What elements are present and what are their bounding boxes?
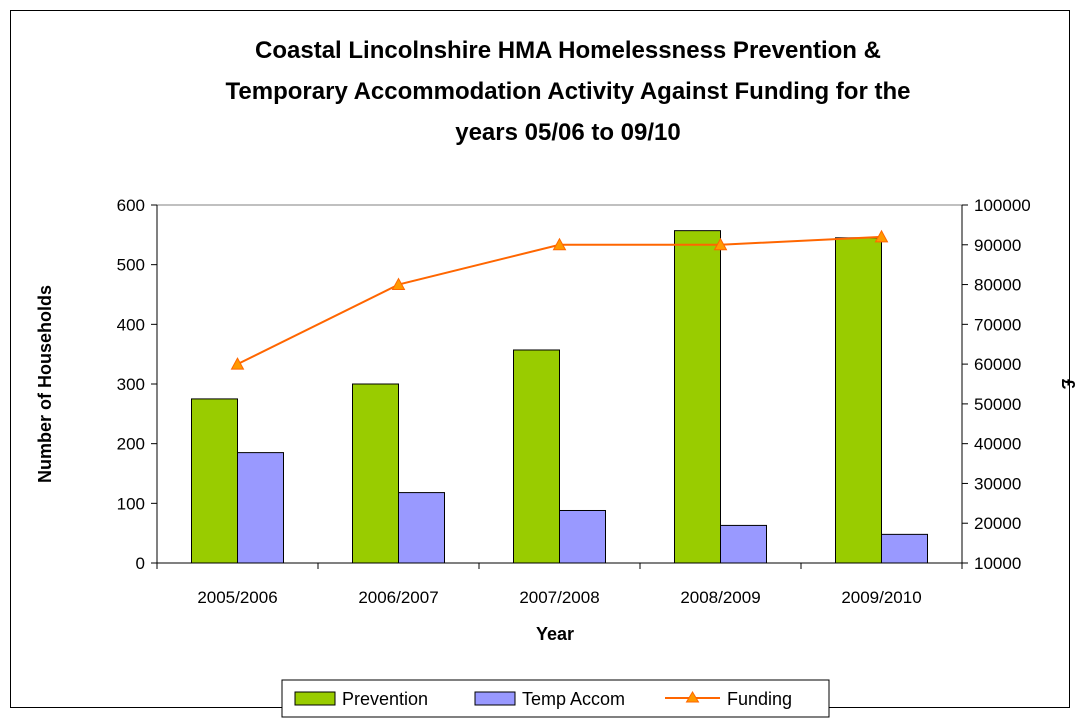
x-tick-label: 2008/2009 (680, 588, 760, 607)
y-tick-label: 400 (117, 315, 145, 334)
legend-label-funding: Funding (727, 689, 792, 709)
legend-marker-funding (685, 691, 700, 703)
title-line-3: years 05/06 to 09/10 (455, 119, 681, 146)
x-tick-label: 2009/2010 (841, 588, 921, 607)
chart-title: Coastal Lincolnshire HMA Homelessness Pr… (226, 37, 911, 146)
y2-tick-label: 100000 (974, 196, 1031, 215)
y2-tick-label: 50000 (974, 395, 1021, 414)
y2-tick-label: 60000 (974, 355, 1021, 374)
point-funding-5 (874, 229, 889, 243)
y2-tick-label: 20000 (974, 514, 1021, 533)
x-axis-title: Year (536, 624, 574, 644)
y2-tick-label: 40000 (974, 435, 1021, 454)
bar-temp-accom-3 (559, 509, 606, 564)
line-funding (237, 235, 882, 366)
y-axis-title: Number of Households (35, 285, 55, 483)
bar-temp-accom-4 (720, 524, 767, 564)
bar-prevention-3 (513, 349, 560, 564)
y-tick-label: 300 (117, 375, 145, 394)
point-funding-1 (230, 357, 245, 370)
y2-tick-label: 30000 (974, 474, 1021, 493)
x-tick-label: 2005/2006 (197, 588, 277, 607)
x-tick-label: 2006/2007 (358, 588, 438, 607)
y-tick-label: 0 (136, 554, 145, 573)
y-tick-label: 100 (117, 494, 145, 513)
legend-label-temp-accom: Temp Accom (522, 689, 625, 709)
x-tick-label: 2007/2008 (519, 588, 599, 607)
y2-tick-label: 10000 (974, 554, 1021, 573)
title-line-1: Coastal Lincolnshire HMA Homelessness Pr… (255, 37, 881, 64)
title-line-2: Temporary Accommodation Activity Against… (226, 78, 911, 105)
bar-temp-accom-1 (237, 452, 284, 564)
bar-prevention-1 (191, 398, 238, 564)
y-tick-label: 600 (117, 196, 145, 215)
bar-prevention-5 (835, 237, 882, 564)
legend-box (281, 679, 830, 718)
y-tick-label: 200 (117, 435, 145, 454)
bar-prevention-4 (674, 230, 721, 564)
y2-tick-label: 80000 (974, 276, 1021, 295)
point-funding-2 (391, 277, 406, 291)
y2-tick-label: 70000 (974, 315, 1021, 334)
point-funding-3 (552, 237, 567, 251)
y2-axis-title: £ (1058, 379, 1078, 389)
bar-temp-accom-5 (881, 533, 928, 564)
legend-label-prevention: Prevention (342, 689, 428, 709)
legend-swatch-prevention (294, 691, 336, 706)
point-funding-4 (713, 237, 728, 251)
legend-swatch-temp-accom (474, 691, 516, 706)
bar-prevention-2 (352, 383, 399, 564)
y2-tick-label: 90000 (974, 236, 1021, 255)
y-tick-label: 500 (117, 256, 145, 275)
legend: Prevention Temp Accom Funding (281, 679, 830, 718)
bar-temp-accom-2 (398, 492, 445, 564)
